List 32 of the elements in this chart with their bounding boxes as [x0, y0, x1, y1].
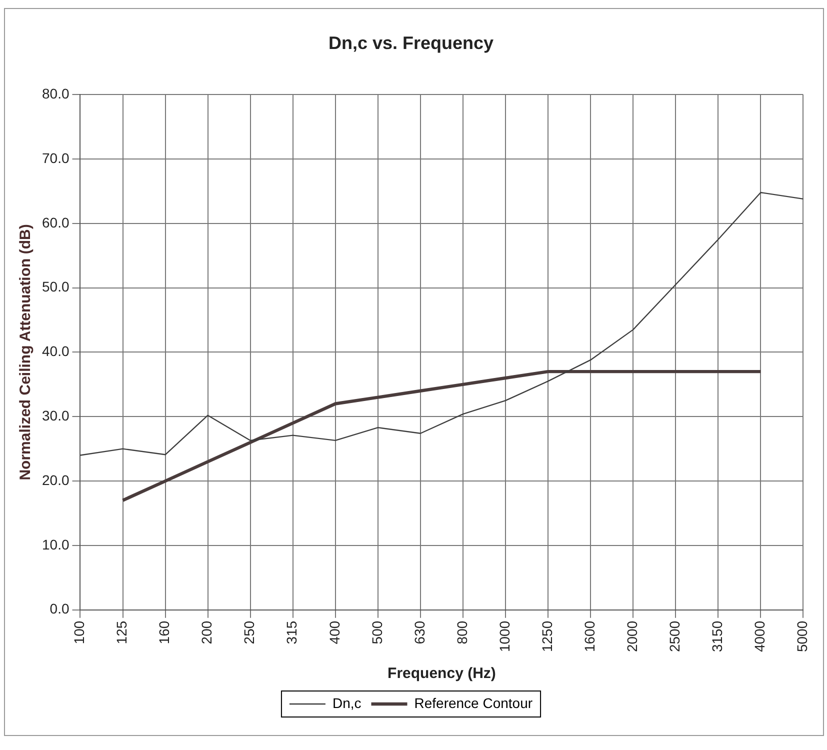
x-tick-label: 315 — [284, 620, 300, 644]
y-tick-label: 20.0 — [42, 472, 70, 488]
y-axis-title: Normalized Ceiling Attenuation (dB) — [17, 224, 34, 480]
x-tick-label: 5000 — [794, 620, 810, 652]
x-tick-label: 1000 — [496, 620, 512, 652]
y-tick-label: 40.0 — [42, 343, 70, 360]
x-tick-label: 2500 — [666, 620, 682, 652]
x-tick-label: 125 — [114, 620, 130, 644]
x-tick-label: 500 — [368, 620, 385, 644]
x-tick-label: 2000 — [624, 620, 640, 652]
y-tick-label: 50.0 — [42, 278, 70, 295]
y-tick-label: 80.0 — [42, 85, 70, 102]
chart-title: Dn,c vs. Frequency — [328, 32, 494, 53]
x-axis-title: Frequency (Hz) — [388, 665, 496, 682]
legend-label: Dn,c — [332, 694, 362, 711]
x-tick-label: 160 — [156, 620, 172, 644]
x-tick-label: 200 — [198, 620, 215, 644]
y-tick-label: 60.0 — [42, 214, 70, 230]
x-tick-label: 800 — [454, 620, 470, 644]
x-tick-label: 3150 — [709, 620, 726, 652]
x-tick-label: 1250 — [538, 620, 555, 652]
legend-label: Reference Contour — [414, 694, 533, 711]
x-tick-label: 630 — [411, 620, 428, 644]
x-tick-label: 250 — [241, 620, 258, 644]
y-tick-label: 0.0 — [50, 600, 70, 617]
x-tick-label: 4000 — [752, 620, 768, 652]
y-tick-label: 10.0 — [42, 536, 70, 552]
x-tick-label: 1600 — [581, 620, 598, 652]
y-tick-label: 70.0 — [42, 150, 70, 166]
x-tick-label: 100 — [71, 620, 88, 644]
x-tick-label: 400 — [326, 620, 342, 644]
y-tick-label: 30.0 — [42, 407, 70, 424]
